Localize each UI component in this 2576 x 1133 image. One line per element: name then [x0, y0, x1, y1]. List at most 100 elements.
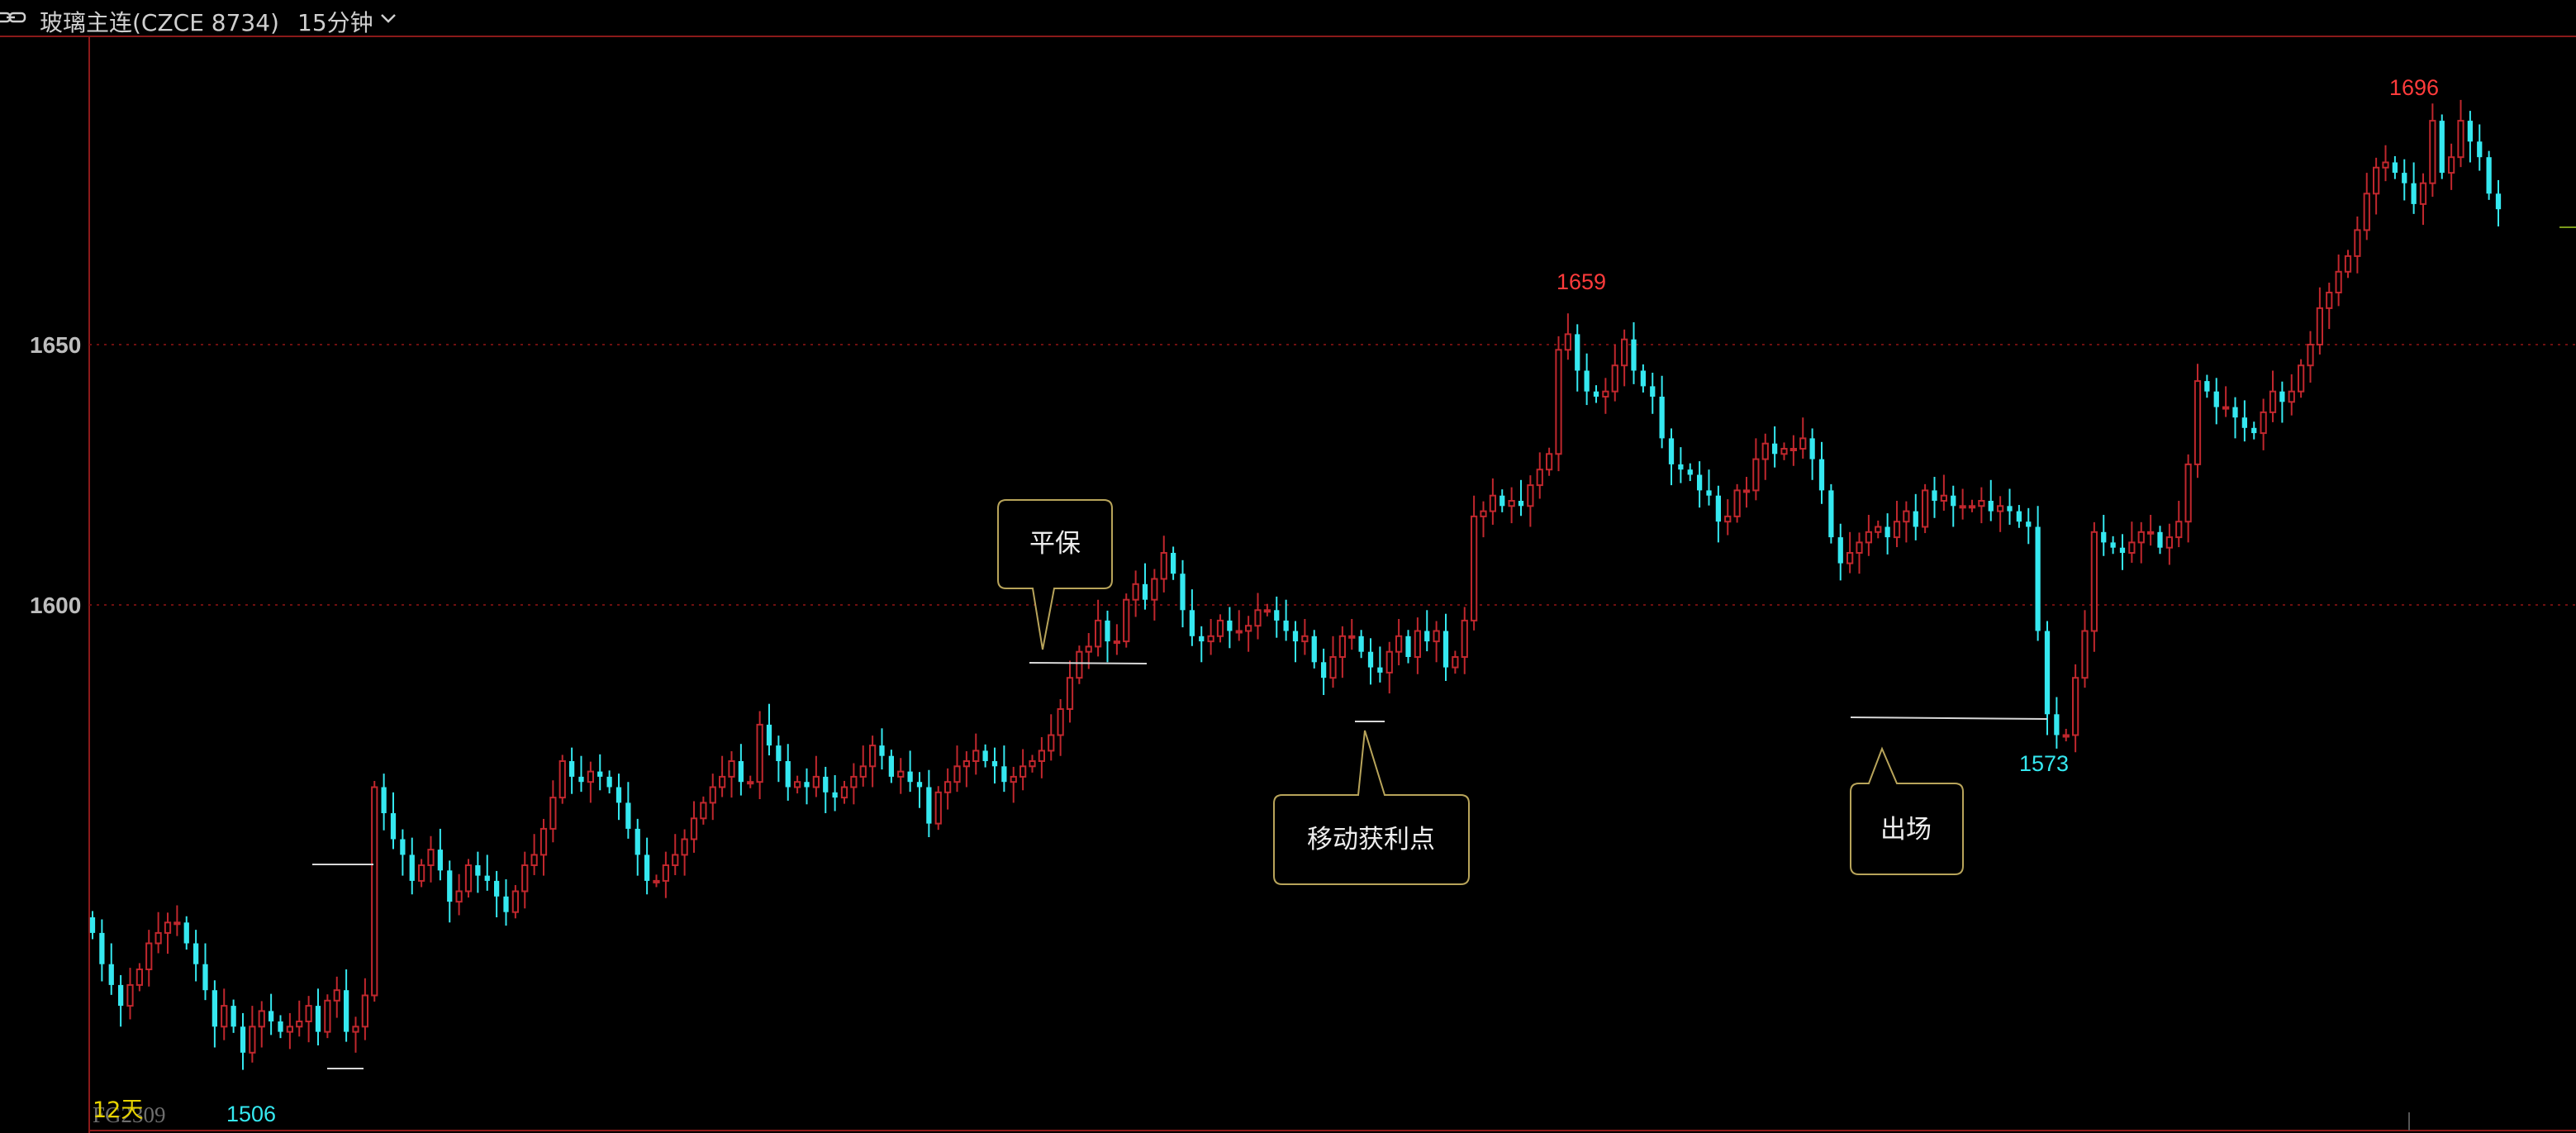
candle-body[interactable]: [1038, 750, 1046, 763]
candle-body[interactable]: [2467, 121, 2474, 142]
candle-body[interactable]: [2175, 521, 2183, 539]
candle-body[interactable]: [455, 890, 463, 903]
candle-body[interactable]: [766, 724, 772, 746]
chevron-down-icon[interactable]: [378, 8, 398, 28]
candle-body[interactable]: [371, 786, 378, 997]
candle-body[interactable]: [672, 854, 679, 867]
candle-body[interactable]: [2447, 156, 2455, 174]
candle-body[interactable]: [1385, 650, 1393, 674]
candle-body[interactable]: [1650, 386, 1656, 397]
candle-body[interactable]: [2335, 270, 2342, 293]
candle-body[interactable]: [400, 839, 406, 855]
candle-body[interactable]: [681, 838, 688, 856]
candle-body[interactable]: [1274, 610, 1280, 621]
candle-body[interactable]: [568, 761, 575, 777]
candle-body[interactable]: [2062, 734, 2070, 738]
candle-body[interactable]: [1105, 620, 1110, 642]
candle-body[interactable]: [926, 787, 932, 824]
candle-body[interactable]: [2165, 536, 2174, 549]
candle-body[interactable]: [1358, 636, 1364, 652]
candle-body[interactable]: [897, 770, 905, 778]
candle-body[interactable]: [333, 989, 340, 1002]
candle-body[interactable]: [2344, 255, 2352, 273]
candle-body[interactable]: [89, 917, 96, 933]
candle-body[interactable]: [2402, 173, 2407, 183]
candle-body[interactable]: [804, 782, 810, 788]
candle-body[interactable]: [1470, 515, 1478, 621]
candle-body[interactable]: [108, 964, 114, 985]
candle-body[interactable]: [2026, 521, 2032, 527]
candle-body[interactable]: [1292, 631, 1299, 642]
candle-body[interactable]: [324, 999, 331, 1033]
candle-body[interactable]: [888, 755, 895, 777]
candle-body[interactable]: [1518, 501, 1524, 507]
candle-body[interactable]: [1433, 630, 1440, 643]
candle-body[interactable]: [1978, 500, 1985, 507]
candle-body[interactable]: [1968, 505, 1976, 509]
candle-body[interactable]: [484, 875, 490, 881]
candle-body[interactable]: [597, 771, 603, 777]
candle-body[interactable]: [2137, 531, 2145, 544]
candle-body[interactable]: [1555, 349, 1562, 455]
candle-body[interactable]: [1424, 631, 1430, 642]
candle-body[interactable]: [1216, 619, 1224, 637]
candle-body[interactable]: [991, 761, 998, 767]
candle-body[interactable]: [578, 776, 584, 783]
candle-body[interactable]: [1724, 515, 1732, 523]
candle-body[interactable]: [934, 791, 942, 825]
candle-body[interactable]: [1254, 609, 1262, 627]
candle-body[interactable]: [278, 1021, 283, 1032]
candle-body[interactable]: [549, 797, 557, 830]
candle-body[interactable]: [1593, 391, 1599, 397]
candle-body[interactable]: [1988, 501, 1994, 512]
candle-body[interactable]: [982, 750, 988, 761]
candle-body[interactable]: [1348, 635, 1356, 639]
candle-body[interactable]: [202, 964, 208, 991]
candle-body[interactable]: [530, 854, 538, 867]
candle-body[interactable]: [868, 745, 877, 768]
candle-body[interactable]: [728, 760, 735, 778]
candle-body[interactable]: [2241, 417, 2248, 428]
candle-body[interactable]: [1227, 620, 1233, 631]
instrument-title[interactable]: 玻璃主连(CZCE 8734): [40, 9, 279, 36]
callout-trailing-profit[interactable]: 移动获利点: [1273, 730, 1470, 885]
candle-body[interactable]: [305, 1005, 312, 1022]
candle-body[interactable]: [1818, 459, 1825, 491]
candle-body[interactable]: [1301, 635, 1309, 643]
candle-body[interactable]: [1263, 609, 1271, 613]
candle-body[interactable]: [943, 781, 952, 793]
candle-body[interactable]: [1527, 484, 1534, 507]
candle-body[interactable]: [258, 1010, 265, 1028]
candle-body[interactable]: [1123, 598, 1130, 643]
candle-body[interactable]: [511, 890, 520, 913]
candle-body[interactable]: [2307, 344, 2314, 367]
candle-body[interactable]: [907, 771, 913, 783]
candle-body[interactable]: [1499, 495, 1505, 507]
candle-body[interactable]: [173, 921, 181, 926]
candle-body[interactable]: [1048, 734, 1055, 752]
candle-body[interactable]: [221, 1005, 228, 1028]
candle-body[interactable]: [361, 994, 369, 1028]
candle-body[interactable]: [738, 761, 744, 783]
candle-body[interactable]: [1678, 464, 1684, 470]
candle-body[interactable]: [2251, 427, 2257, 434]
candle-body[interactable]: [2457, 120, 2464, 159]
candle-body[interactable]: [1142, 583, 1148, 600]
candle-body[interactable]: [1010, 775, 1017, 783]
candle-body[interactable]: [211, 990, 218, 1027]
candle-body[interactable]: [99, 932, 105, 964]
candle-body[interactable]: [1066, 677, 1074, 711]
candle-body[interactable]: [953, 765, 961, 783]
candle-body[interactable]: [1076, 650, 1083, 679]
candle-body[interactable]: [1903, 510, 1910, 523]
candle-body[interactable]: [1631, 339, 1637, 371]
candle-body[interactable]: [1160, 552, 1167, 580]
candle-body[interactable]: [164, 921, 172, 934]
candle-body[interactable]: [634, 828, 640, 855]
candle-body[interactable]: [2119, 547, 2126, 553]
candle-body[interactable]: [1921, 489, 1929, 528]
candle-body[interactable]: [1405, 636, 1411, 657]
candle-body[interactable]: [1199, 636, 1205, 642]
candle-body[interactable]: [1687, 469, 1693, 475]
candle-body[interactable]: [1207, 635, 1214, 643]
